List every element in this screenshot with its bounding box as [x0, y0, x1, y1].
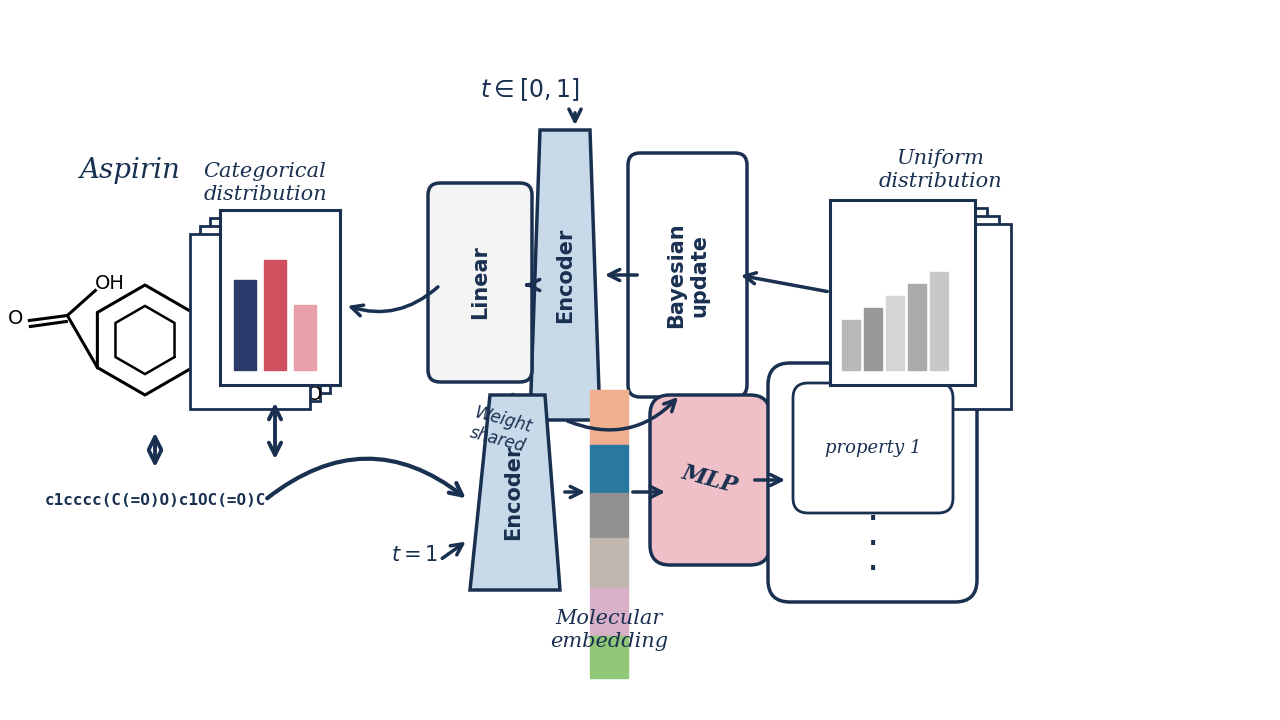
FancyBboxPatch shape [854, 216, 998, 401]
Text: Encoder: Encoder [556, 228, 575, 323]
Text: ·: · [867, 501, 879, 539]
Bar [908, 284, 925, 370]
FancyBboxPatch shape [867, 224, 1011, 409]
Bar [590, 538, 628, 588]
Text: Encoder: Encoder [503, 444, 524, 540]
FancyBboxPatch shape [189, 234, 310, 409]
FancyBboxPatch shape [628, 153, 748, 397]
Text: O: O [307, 385, 323, 404]
Text: Molecular
embedding: Molecular embedding [550, 608, 668, 652]
Text: $t \in [0,1]$: $t \in [0,1]$ [480, 76, 580, 104]
FancyBboxPatch shape [428, 183, 532, 382]
Text: O: O [8, 309, 23, 328]
Bar [864, 308, 882, 370]
Polygon shape [470, 395, 561, 590]
FancyBboxPatch shape [650, 395, 771, 565]
Bar [234, 280, 256, 370]
FancyBboxPatch shape [829, 200, 975, 385]
FancyBboxPatch shape [220, 210, 340, 385]
Polygon shape [530, 130, 600, 420]
Bar [590, 636, 628, 678]
Bar [294, 305, 316, 370]
Text: OH: OH [95, 274, 124, 293]
Bar [264, 260, 285, 370]
Text: ·: · [867, 526, 879, 564]
Bar [590, 390, 628, 445]
Text: $t=1$: $t=1$ [392, 545, 439, 565]
FancyBboxPatch shape [794, 383, 954, 513]
Text: Weight
shared: Weight shared [466, 404, 534, 456]
Text: ·: · [867, 551, 879, 589]
FancyBboxPatch shape [842, 208, 987, 393]
Bar [931, 272, 948, 370]
Text: Linear: Linear [470, 245, 490, 319]
Text: O: O [239, 361, 255, 380]
Bar [886, 296, 904, 370]
Text: Uniform
distribution: Uniform distribution [878, 149, 1002, 192]
Text: property 1: property 1 [824, 439, 922, 457]
Text: Aspirin: Aspirin [79, 156, 180, 184]
Text: MLP: MLP [680, 462, 740, 498]
Bar [590, 493, 628, 538]
Bar [590, 445, 628, 493]
Text: Bayesian
update: Bayesian update [667, 222, 709, 328]
FancyBboxPatch shape [768, 363, 977, 602]
Bar [590, 588, 628, 636]
Text: Categorical
distribution: Categorical distribution [204, 162, 326, 204]
Bar [842, 320, 860, 370]
FancyBboxPatch shape [210, 218, 330, 393]
FancyBboxPatch shape [200, 226, 320, 401]
Text: c1cccc(C(=O)O)c1OC(=O)C: c1cccc(C(=O)O)c1OC(=O)C [45, 492, 266, 508]
